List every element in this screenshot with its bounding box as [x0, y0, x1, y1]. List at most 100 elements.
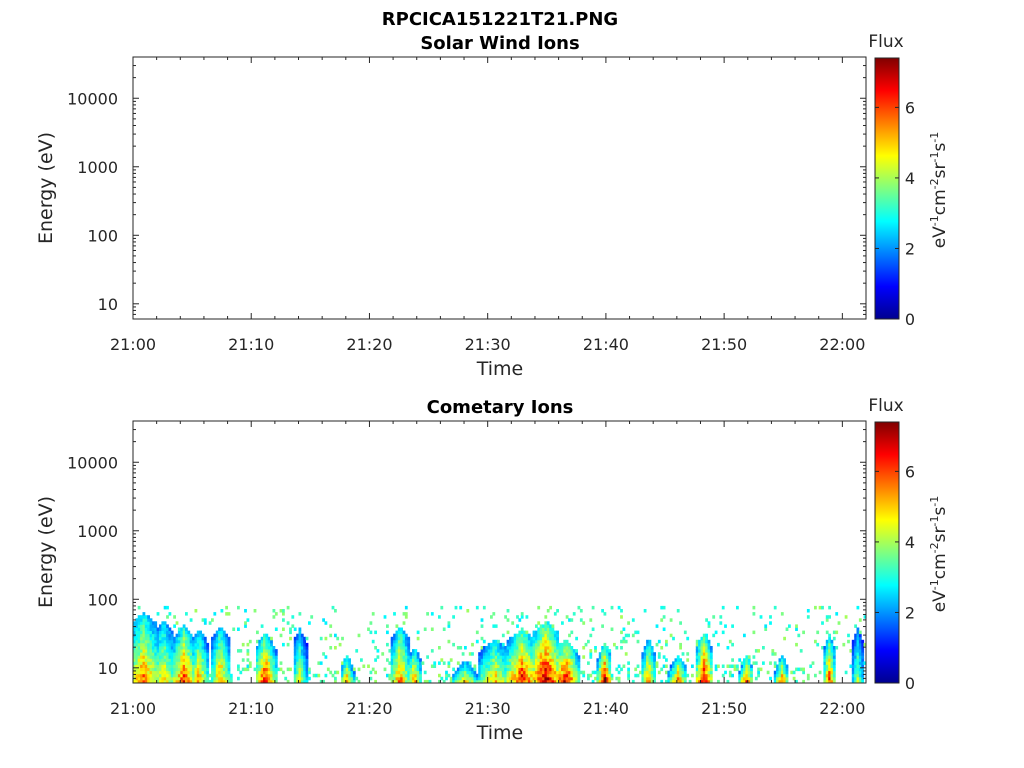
flux-cell: [575, 664, 578, 668]
flux-cell: [468, 679, 472, 684]
flux-cell: [156, 630, 160, 635]
flux-cell: [596, 664, 600, 668]
flux-cell: [587, 639, 590, 644]
flux-cell: [348, 664, 351, 668]
flux-cell: [674, 667, 678, 672]
flux-cell: [494, 670, 498, 675]
flux-cell: [738, 670, 742, 675]
flux-cell: [676, 676, 680, 681]
flux-cell: [135, 639, 139, 644]
flux-cell: [603, 673, 607, 678]
flux-cell: [305, 676, 309, 681]
flux-cell: [135, 670, 139, 675]
flux-cell: [525, 667, 529, 672]
flux-cell: [303, 652, 306, 656]
flux-cell: [151, 627, 155, 631]
flux-cell: [525, 661, 529, 665]
flux-cell: [520, 633, 524, 638]
flux-cell: [707, 670, 711, 675]
flux-cell: [544, 642, 548, 647]
flux-cell: [743, 661, 746, 665]
flux-cell: [322, 618, 325, 622]
flux-cell: [773, 670, 777, 675]
flux-cell: [832, 673, 836, 678]
flux-cell: [648, 679, 652, 684]
flux-cell: [634, 667, 638, 672]
flux-cell: [213, 655, 217, 659]
flux-cell: [575, 649, 578, 653]
flux-cell: [499, 679, 503, 684]
flux-cell: [438, 679, 441, 684]
flux-cell: [698, 658, 701, 662]
flux-cell: [215, 658, 219, 662]
flux-cell: [334, 633, 337, 638]
flux-cell: [553, 670, 557, 675]
flux-cell: [461, 670, 465, 675]
flux-cell: [707, 639, 711, 644]
flux-cell: [570, 661, 574, 665]
flux-cell: [308, 667, 311, 672]
flux-cell: [830, 649, 834, 653]
flux-cell: [256, 661, 259, 665]
flux-cell: [272, 646, 276, 650]
flux-cell: [646, 646, 649, 650]
flux-cell: [180, 664, 184, 668]
flux-cell: [802, 630, 805, 635]
flux-cell: [156, 627, 160, 631]
flux-cell: [133, 655, 136, 659]
flux-cell: [501, 642, 505, 647]
flux-cell: [464, 676, 467, 681]
flux-cell: [601, 679, 604, 684]
flux-cell: [494, 664, 498, 668]
flux-cell: [485, 649, 489, 653]
flux-cell: [509, 661, 512, 665]
flux-cell: [194, 633, 198, 638]
flux-cell: [263, 636, 266, 641]
flux-cell: [303, 679, 306, 684]
flux-cell: [546, 624, 550, 628]
y-tick-label: 10: [98, 295, 118, 314]
flux-cell: [163, 679, 167, 684]
flux-cell: [792, 676, 796, 681]
flux-cell: [485, 673, 489, 678]
flux-cell: [289, 667, 292, 672]
axes-solar-wind: 21:00 21:10 21:20 21:30 21:40 21:50 22:0010100…: [67, 56, 867, 354]
flux-cell: [643, 652, 647, 656]
flux-cell: [211, 618, 214, 622]
flux-cell: [539, 630, 543, 635]
flux-cell: [452, 673, 455, 678]
flux-cell: [674, 676, 678, 681]
flux-cell: [133, 649, 136, 653]
flux-cell: [646, 667, 649, 672]
flux-cell: [151, 661, 155, 665]
flux-cell: [341, 664, 344, 668]
flux-cell: [154, 642, 158, 647]
flux-cell: [501, 667, 505, 672]
flux-cell: [192, 676, 195, 681]
colorbar-tick-label: 4: [905, 169, 915, 188]
flux-cell: [199, 673, 202, 678]
flux-cell: [676, 664, 680, 668]
flux-cell: [260, 649, 264, 653]
flux-cell: [679, 673, 682, 678]
flux-cell: [494, 658, 498, 662]
flux-cell: [253, 609, 257, 613]
flux-cell: [161, 664, 165, 668]
flux-cell: [563, 673, 567, 678]
flux-cell: [303, 646, 306, 650]
flux-cell: [516, 624, 519, 628]
flux-cell: [258, 655, 262, 659]
flux-cell: [627, 676, 630, 681]
flux-cell: [263, 679, 266, 684]
flux-cell: [676, 658, 680, 662]
flux-cell: [390, 664, 394, 668]
flux-cell: [617, 670, 621, 675]
flux-cell: [823, 679, 827, 684]
flux-cell: [825, 655, 829, 659]
flux-cell: [577, 664, 581, 668]
flux-cell: [535, 633, 538, 638]
flux-cell: [646, 670, 649, 675]
flux-cell: [407, 667, 411, 672]
flux-cell: [785, 667, 789, 672]
flux-cell: [260, 679, 264, 684]
